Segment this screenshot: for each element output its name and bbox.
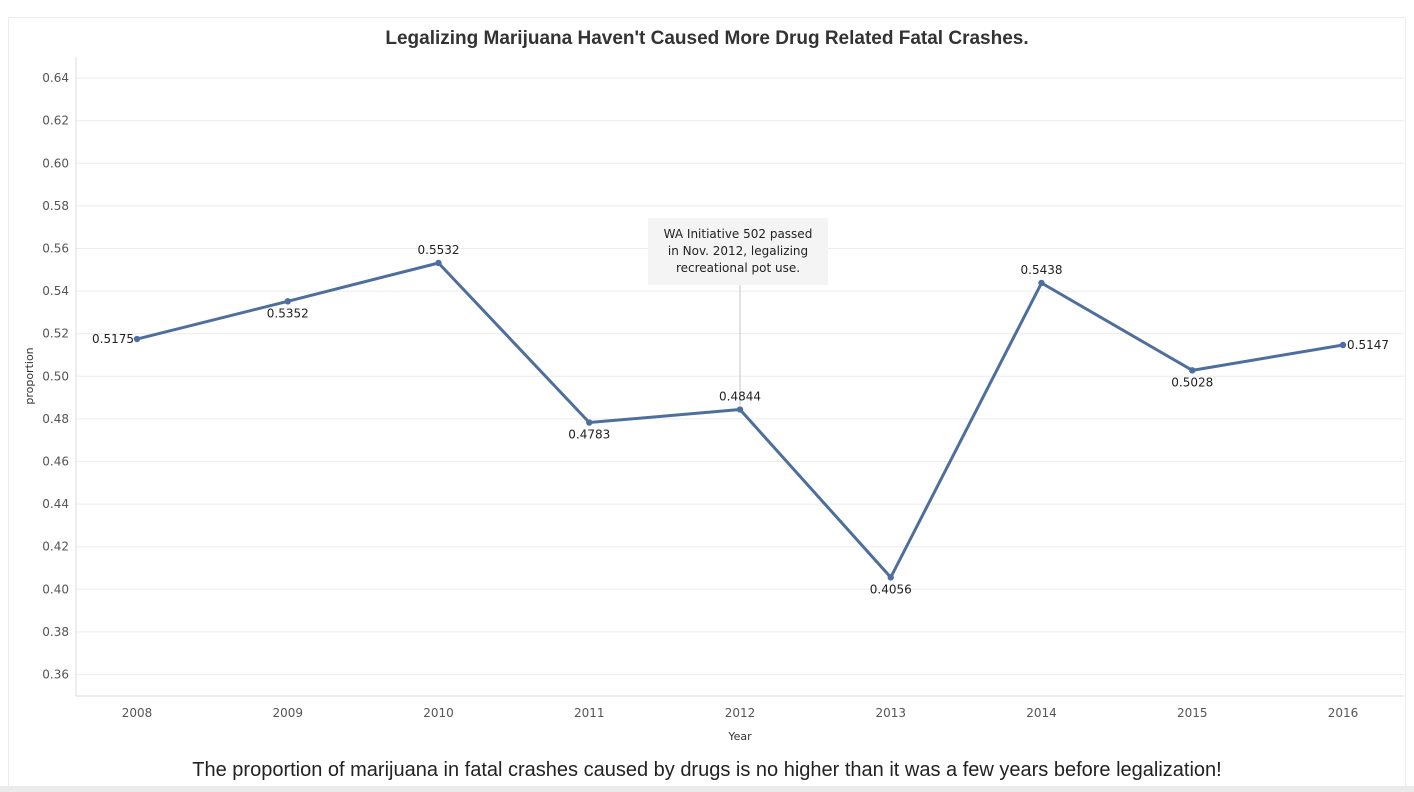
y-tick-label: 0.40 <box>42 582 69 596</box>
chart-title: Legalizing Marijuana Haven't Caused More… <box>385 28 1029 49</box>
data-label: 0.5147 <box>1347 338 1389 352</box>
y-tick-label: 0.46 <box>42 455 69 469</box>
y-tick-label: 0.38 <box>42 625 69 639</box>
bottom-strip <box>0 786 1414 792</box>
data-point <box>736 406 744 413</box>
x-tick-label: 2013 <box>875 706 906 720</box>
data-point <box>284 298 291 305</box>
y-tick-label: 0.48 <box>42 412 69 426</box>
x-tick-label: 2012 <box>725 706 756 720</box>
data-point <box>435 259 442 267</box>
y-tick-label: 0.52 <box>42 327 69 341</box>
annotation-line-1: WA Initiative 502 passed <box>663 227 813 241</box>
data-label: 0.5438 <box>1021 263 1063 277</box>
data-label: 0.5532 <box>418 243 460 257</box>
annotation-line-2: in Nov. 2012, legalizing <box>667 244 809 258</box>
y-axis-title: proportion <box>23 347 36 404</box>
y-tick-label: 0.60 <box>42 156 69 170</box>
annotation-line-3: recreational pot use. <box>675 261 801 275</box>
data-label: 0.4844 <box>719 390 761 404</box>
x-axis-title: Year <box>727 730 752 743</box>
data-point <box>1189 367 1196 374</box>
data-label: 0.5028 <box>1171 375 1213 389</box>
y-tick-label: 0.50 <box>42 369 69 383</box>
y-tick-label: 0.36 <box>42 668 69 682</box>
x-tick-label: 2014 <box>1026 706 1057 720</box>
chart-caption: The proportion of marijuana in fatal cra… <box>192 759 1222 781</box>
data-label: 0.5175 <box>92 332 134 346</box>
y-tick-label: 0.64 <box>42 71 69 85</box>
data-point <box>586 419 593 426</box>
data-label: 0.4056 <box>870 582 912 596</box>
data-label: 0.4783 <box>568 428 610 442</box>
data-point <box>133 335 141 343</box>
data-label: 0.5352 <box>267 306 309 320</box>
x-tick-label: 2009 <box>272 706 303 720</box>
x-tick-label: 2016 <box>1328 706 1359 720</box>
data-labels: 0.5175 0.5352 0.5532 0.4783 0.4844 0.4056 0.54… <box>92 243 1389 596</box>
y-tick-label: 0.56 <box>42 242 69 256</box>
series-layer <box>133 259 1347 581</box>
x-tick-label: 2011 <box>574 706 605 720</box>
data-point <box>1339 341 1347 349</box>
y-tick-label: 0.44 <box>42 497 69 511</box>
axes: 0.36 0.38 0.40 0.42 0.44 0.46 0.48 0.50 0.52 0.54… <box>23 57 1404 743</box>
data-point <box>887 574 894 581</box>
y-tick-label: 0.62 <box>42 114 69 128</box>
x-tick-label: 2008 <box>122 706 153 720</box>
y-tick-label: 0.42 <box>42 540 69 554</box>
x-tick-label: 2010 <box>423 706 454 720</box>
chart-frame <box>8 17 1406 792</box>
data-point <box>1038 279 1045 287</box>
y-tick-label: 0.54 <box>42 284 69 298</box>
y-tick-label: 0.58 <box>42 199 69 213</box>
annotation-callout: WA Initiative 502 passed in Nov. 2012, l… <box>648 218 828 285</box>
x-tick-label: 2015 <box>1177 706 1208 720</box>
